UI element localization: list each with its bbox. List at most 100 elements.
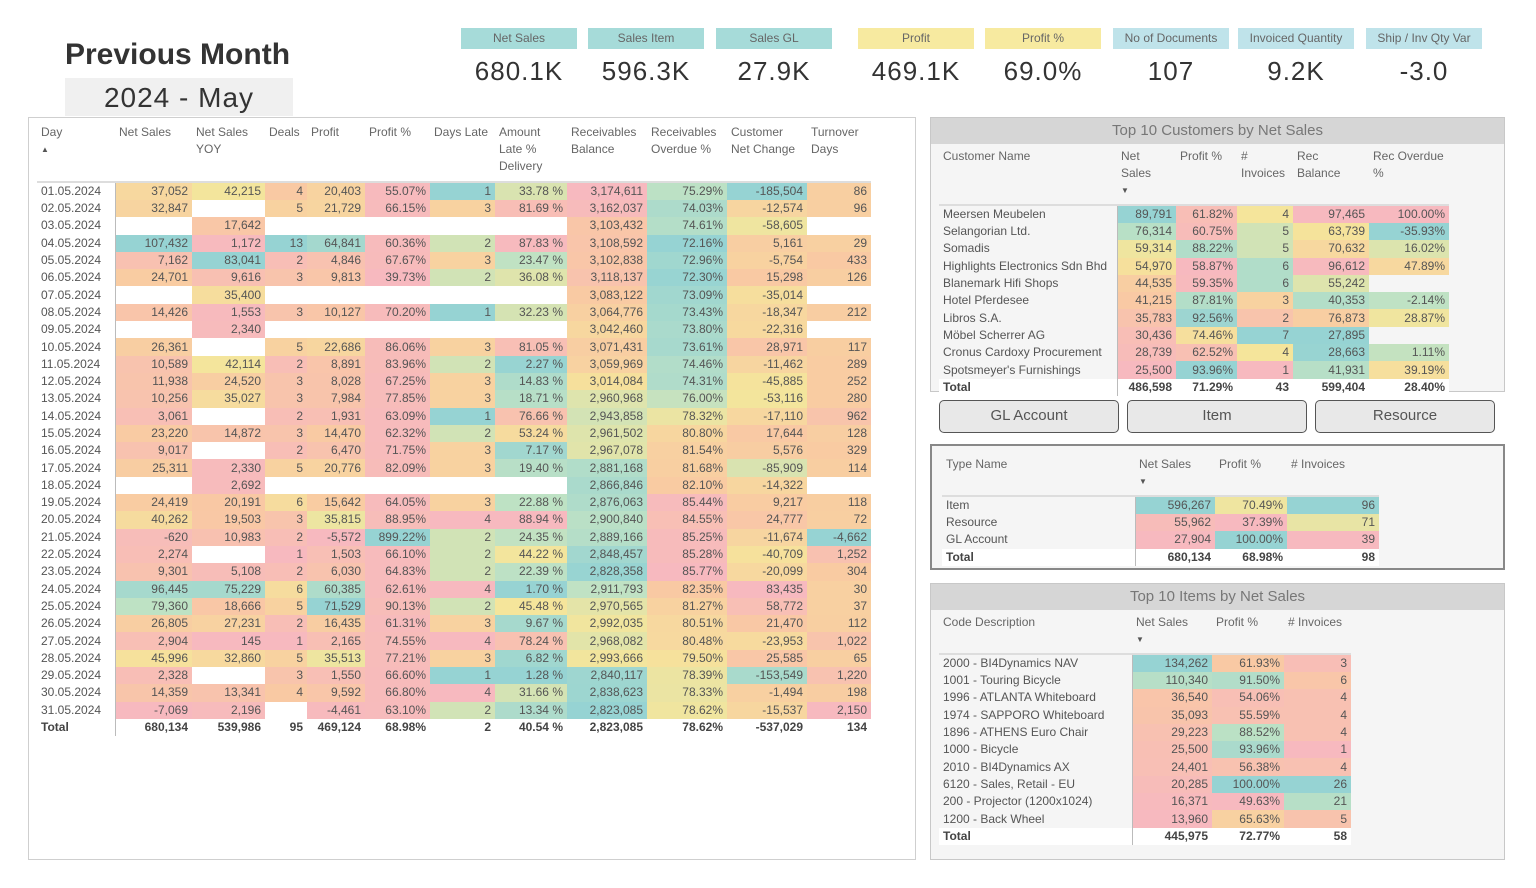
table-row[interactable]: 18.05.2024 2,692 2,866,846 82.10% -14,322	[37, 476, 871, 495]
table-row[interactable]: 16.05.2024 9,017 2 6,470 71.75% 3 7.17 % 2,967,…	[37, 442, 871, 460]
table-row[interactable]: Möbel Scherrer AG 30,436 74.46% 7 27,895	[939, 326, 1449, 345]
table-row[interactable]: 1001 - Touring Bicycle 110,340 91.50% 6	[939, 672, 1351, 690]
table-row[interactable]: 2010 - BI4Dynamics AX 24,401 56.38% 4	[939, 758, 1351, 776]
column-header[interactable]: Customer Net Change	[727, 124, 807, 176]
table-cell: 5	[265, 459, 307, 477]
table-row[interactable]: 11.05.2024 10,589 42,114 2 8,891 83.96% 2 2.27 …	[37, 355, 871, 373]
table-row[interactable]: Libros S.A. 35,783 92.56% 2 76,873 28.87%	[939, 309, 1449, 327]
filter-button-gl-account[interactable]: GL Account	[939, 400, 1119, 433]
table-cell: 2,274	[115, 545, 192, 564]
table-cell: 33.78 %	[495, 182, 567, 200]
table-cell: 20,776	[307, 459, 365, 477]
table-row[interactable]: 200 - Projector (1200x1024) 16,371 49.63% 2…	[939, 793, 1351, 811]
column-header[interactable]: Receivables Overdue %	[647, 124, 727, 176]
table-row[interactable]: Meersen Meubelen 89,791 61.82% 4 97,465 100.0…	[939, 205, 1449, 223]
column-header[interactable]: Type Name	[942, 456, 1135, 490]
column-header[interactable]: Turnover Days	[807, 124, 871, 176]
filter-button-item[interactable]: Item	[1127, 400, 1307, 433]
sort-up-icon[interactable]: ▲	[41, 145, 49, 154]
table-row[interactable]: Hotel Pferdesee 41,215 87.81% 3 40,353 -2.14%	[939, 292, 1449, 310]
table-row[interactable]: Selangorian Ltd. 76,314 60.75% 5 63,739 -35.9…	[939, 223, 1449, 241]
top-items-title: Top 10 Items by Net Sales	[931, 584, 1504, 610]
column-header[interactable]: Profit %	[1212, 614, 1284, 648]
table-row[interactable]: 13.05.2024 10,256 35,027 3 7,984 77.85% 3 18.71…	[37, 390, 871, 408]
table-row[interactable]: 06.05.2024 24,701 9,616 3 9,813 39.73% 2 36.08 …	[37, 269, 871, 287]
column-header[interactable]: Amount Late % Delivery	[495, 124, 567, 176]
column-header[interactable]: Net Sales	[115, 124, 192, 176]
column-header[interactable]: Day ▲	[37, 124, 115, 176]
table-row[interactable]: Highlights Electronics Sdn Bhd 54,970 58.8…	[939, 257, 1449, 275]
table-row[interactable]: 22.05.2024 2,274 1 1,503 66.10% 2 44.22 % 2,848…	[37, 545, 871, 564]
column-header[interactable]: # Invoices	[1287, 456, 1379, 490]
table-row[interactable]: GL Account 27,904 100.00% 39	[942, 531, 1379, 549]
column-header[interactable]: # Invoices	[1237, 148, 1293, 199]
period-slicer[interactable]: 2024 - May	[65, 78, 293, 116]
table-row[interactable]: 29.05.2024 2,328 3 1,550 66.60% 1 1.28 % 2,840,…	[37, 667, 871, 685]
table-cell: 79,360	[115, 597, 192, 616]
table-row[interactable]: 09.05.2024 2,340 3,042,460 73.80% -22,316	[37, 321, 871, 339]
table-row[interactable]: 25.05.2024 79,360 18,666 5 71,529 90.13% 2 45.4…	[37, 597, 871, 616]
table-row[interactable]: 07.05.2024 35,400 3,083,122 73.09% -35,014	[37, 286, 871, 304]
table-row[interactable]: 1200 - Back Wheel 13,960 65.63% 5	[939, 810, 1351, 828]
table-row[interactable]: 15.05.2024 23,220 14,872 3 14,470 62.32% 2 53.2…	[37, 424, 871, 443]
table-row[interactable]: 17.05.2024 25,311 2,330 5 20,776 82.09% 3 19.40…	[37, 459, 871, 477]
table-row[interactable]: Item 596,267 70.49% 96	[942, 496, 1379, 514]
table-row[interactable]: 05.05.2024 7,162 83,041 2 4,846 67.67% 3 23.47 …	[37, 251, 871, 270]
sort-down-icon[interactable]: ▼	[1139, 477, 1147, 486]
table-row[interactable]: 27.05.2024 2,904 145 1 2,165 74.55% 4 78.24 % 2,…	[37, 632, 871, 650]
column-header[interactable]: # Invoices	[1284, 614, 1351, 648]
table-row[interactable]: 21.05.2024 -620 10,983 2 -5,572 899.22% 2 24.35…	[37, 528, 871, 546]
column-header[interactable]: Profit	[307, 124, 365, 176]
table-row[interactable]: 02.05.2024 32,847 5 21,729 66.15% 3 81.69 % 3,1…	[37, 200, 871, 218]
table-cell: 25,500	[1132, 741, 1212, 759]
table-row[interactable]: 1974 - SAPPORO Whiteboard 35,093 55.59% 4	[939, 706, 1351, 724]
table-row[interactable]: 2000 - BI4Dynamics NAV 134,262 61.93% 3	[939, 654, 1351, 672]
column-header[interactable]: Rec Balance	[1293, 148, 1369, 199]
table-row[interactable]: 04.05.2024 107,432 1,172 13 64,841 60.36% 2 87.…	[37, 234, 871, 252]
table-cell: -153,549	[727, 667, 807, 685]
filter-button-resource[interactable]: Resource	[1315, 400, 1495, 433]
column-header[interactable]: Code Description	[939, 614, 1132, 648]
table-row[interactable]: 28.05.2024 45,996 32,860 5 35,513 77.21% 3 6.82…	[37, 649, 871, 668]
table-row[interactable]: 10.05.2024 26,361 5 22,686 86.06% 3 81.05 % 3,0…	[37, 338, 871, 356]
column-header[interactable]: Net Sales ▼	[1117, 148, 1176, 199]
table-cell: 5,576	[727, 442, 807, 460]
table-row[interactable]: 24.05.2024 96,445 75,229 6 60,385 62.61% 4 1.70…	[37, 580, 871, 598]
column-header[interactable]: Profit %	[365, 124, 430, 176]
table-row[interactable]: 1000 - Bicycle 25,500 93.96% 1	[939, 741, 1351, 759]
sort-down-icon[interactable]: ▼	[1121, 186, 1129, 195]
table-row[interactable]: 1996 - ATLANTA Whiteboard 36,540 54.06% 4	[939, 689, 1351, 707]
table-row[interactable]: Spotsmeyer's Furnishings 25,500 93.96% 1 41,…	[939, 361, 1449, 379]
table-cell: 4	[1237, 344, 1293, 362]
table-row[interactable]: Resource 55,962 37.39% 71	[942, 514, 1379, 532]
column-header[interactable]: Net Sales YOY	[192, 124, 265, 176]
table-row[interactable]: 14.05.2024 3,061 2 1,931 63.09% 1 76.66 % 2,943…	[37, 407, 871, 425]
table-row[interactable]: 19.05.2024 24,419 20,191 6 15,642 64.05% 3 22.8…	[37, 494, 871, 512]
table-row[interactable]: 20.05.2024 40,262 19,503 3 35,815 88.95% 4 88.9…	[37, 511, 871, 529]
table-row[interactable]: Blanemark Hifi Shops 44,535 59.35% 6 55,242	[939, 274, 1449, 293]
table-row[interactable]: 01.05.2024 37,052 42,215 4 20,403 55.07% 1 33.7…	[37, 182, 871, 200]
column-header[interactable]: Profit %	[1215, 456, 1287, 490]
column-header[interactable]: Customer Name	[939, 148, 1117, 199]
table-row[interactable]: Cronus Cardoxy Procurement 28,739 62.52% 4 2…	[939, 344, 1449, 362]
table-row[interactable]: 1896 - ATHENS Euro Chair 29,223 88.52% 4	[939, 723, 1351, 742]
column-header[interactable]: Net Sales ▼	[1135, 456, 1215, 490]
table-row[interactable]: 08.05.2024 14,426 1,553 3 10,127 70.20% 1 32.23…	[37, 303, 871, 322]
column-header[interactable]: Rec Overdue %	[1369, 148, 1449, 199]
column-header[interactable]: Profit %	[1176, 148, 1237, 199]
column-header[interactable]: Deals	[265, 124, 307, 176]
table-row[interactable]: 03.05.2024 17,642 3,103,432 74.61% -58,605	[37, 217, 871, 235]
table-row[interactable]: Somadis 59,314 88.22% 5 70,632 16.02%	[939, 240, 1449, 258]
table-row[interactable]: 6120 - Sales, Retail - EU 20,285 100.00% 26	[939, 775, 1351, 794]
sort-down-icon[interactable]: ▼	[1136, 635, 1144, 644]
table-row[interactable]: 30.05.2024 14,359 13,341 4 9,592 66.80% 4 31.66…	[37, 684, 871, 702]
table-cell: 60.36%	[365, 234, 430, 252]
column-header[interactable]: Receivables Balance	[567, 124, 647, 176]
table-row[interactable]: 31.05.2024 -7,069 2,196 -4,461 63.10% 2 13.34 …	[37, 701, 871, 719]
table-row[interactable]: 23.05.2024 9,301 5,108 2 6,030 64.83% 2 22.39 %…	[37, 563, 871, 581]
column-header[interactable]: Net Sales ▼	[1132, 614, 1212, 648]
table-cell: 4	[265, 684, 307, 702]
table-row[interactable]: 26.05.2024 26,805 27,231 2 16,435 61.31% 3 9.67…	[37, 615, 871, 633]
column-header[interactable]: Days Late	[430, 124, 495, 176]
table-row[interactable]: 12.05.2024 11,938 24,520 3 8,028 67.25% 3 14.83…	[37, 372, 871, 391]
